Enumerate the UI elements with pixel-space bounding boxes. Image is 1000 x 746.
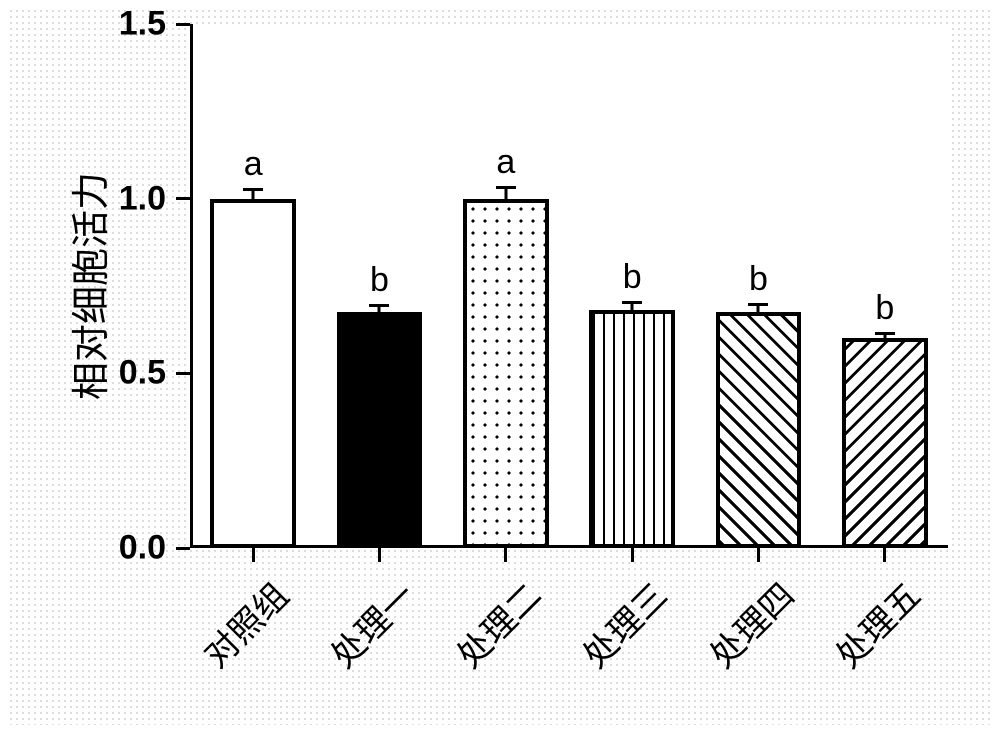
bar-group: b [589, 24, 675, 548]
x-tick [378, 548, 381, 562]
error-bar-cap [875, 332, 895, 335]
x-tick [883, 548, 886, 562]
bar [842, 338, 928, 548]
y-tick-label: 1.5 [0, 5, 166, 44]
bars-layer: a b a b b b [190, 24, 948, 548]
bar-group: b [842, 24, 928, 548]
significance-label: a [496, 143, 515, 182]
chart-container: 相对细胞活力 0.00.51.01.5 ababbb 对照组处理一处理二处理三处… [0, 0, 1000, 733]
x-tick [252, 548, 255, 562]
significance-label: b [370, 261, 389, 300]
significance-label: a [244, 145, 263, 184]
y-tick [176, 197, 190, 200]
error-bar-cap [622, 301, 642, 304]
error-bar-stem [504, 188, 507, 198]
bar [337, 312, 423, 548]
x-tick [504, 548, 507, 562]
error-bar-cap [369, 304, 389, 307]
error-bar-cap [243, 188, 263, 191]
bar-group: b [716, 24, 802, 548]
significance-label: b [749, 260, 768, 299]
x-tick [631, 548, 634, 562]
error-bar-stem [252, 190, 255, 199]
error-bar-cap [496, 186, 516, 189]
bar-group: a [210, 24, 296, 548]
error-bar-stem [631, 303, 634, 310]
error-bar-cap [748, 303, 768, 306]
significance-label: b [875, 289, 894, 328]
bar-group: a [463, 24, 549, 548]
significance-label: b [623, 258, 642, 297]
y-tick-label: 0.5 [0, 354, 166, 393]
bar [210, 199, 296, 548]
y-tick-label: 0.0 [0, 529, 166, 568]
y-tick [176, 372, 190, 375]
x-tick [757, 548, 760, 562]
bar-group: b [337, 24, 423, 548]
bar [716, 312, 802, 548]
y-tick [176, 23, 190, 26]
plot-area: a b a b b b [190, 24, 948, 548]
bar [589, 310, 675, 548]
y-tick [176, 547, 190, 550]
bar [463, 199, 549, 548]
error-bar-stem [757, 305, 760, 313]
y-tick-label: 1.0 [0, 179, 166, 218]
